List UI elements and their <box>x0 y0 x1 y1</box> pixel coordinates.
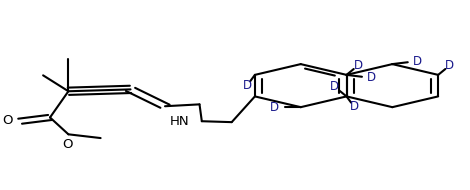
Text: HN: HN <box>170 116 190 128</box>
Text: D: D <box>330 80 339 93</box>
Text: D: D <box>270 101 279 114</box>
Text: D: D <box>243 79 252 92</box>
Text: O: O <box>62 138 72 151</box>
Text: D: D <box>445 59 454 72</box>
Text: D: D <box>413 55 422 67</box>
Text: D: D <box>350 100 359 113</box>
Text: O: O <box>2 114 13 127</box>
Text: D: D <box>367 71 376 84</box>
Text: D: D <box>354 59 363 72</box>
